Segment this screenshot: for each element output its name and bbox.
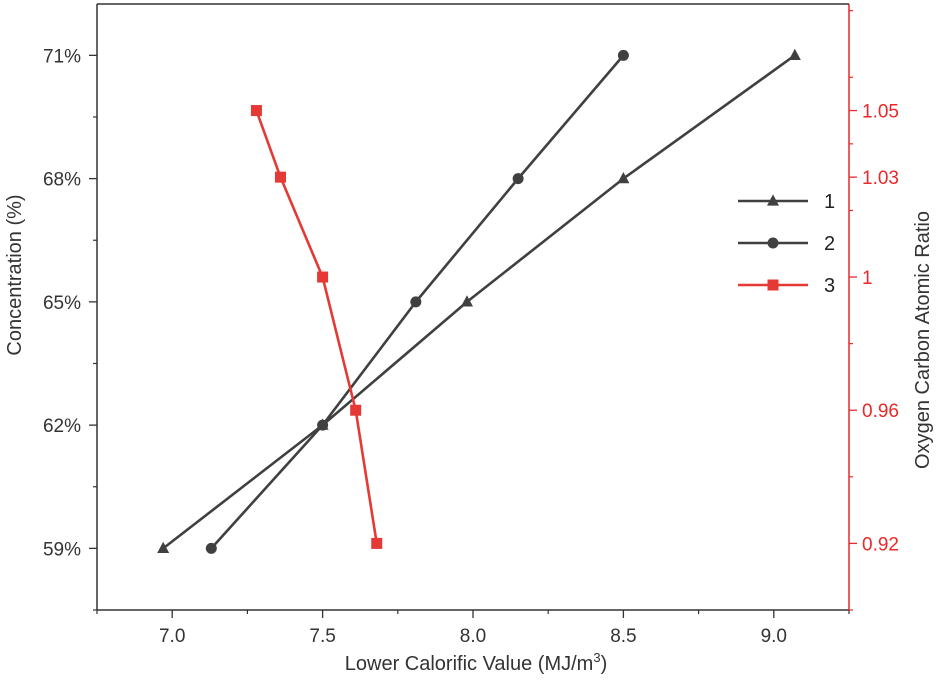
legend-label-2: 2: [824, 233, 835, 255]
series-3-point-1: [274, 171, 286, 183]
y-left-tick-label-0: 59%: [43, 539, 81, 560]
series-3-point-4: [371, 537, 383, 549]
tick-marks: [89, 54, 857, 618]
series-3-point-2: [317, 271, 329, 283]
legend-entry-2: 2: [738, 233, 835, 255]
series-1-point-3: [617, 172, 630, 184]
y-right-tick-label-0: 0.92: [862, 534, 899, 555]
series-1-point-4: [788, 48, 801, 60]
series-layer: [157, 48, 801, 554]
minor-ticks: [93, 10, 853, 614]
series-3: [250, 105, 383, 549]
x-tick-label-2: 8.0: [460, 626, 486, 647]
series-2-point-2: [410, 296, 422, 308]
legend-swatch-marker-1: [767, 194, 779, 206]
legend-entry-1: 1: [738, 191, 835, 213]
x-axis-title: Lower Calorific Value (MJ/m3): [345, 650, 608, 675]
x-tick-label-1: 7.5: [309, 626, 335, 647]
right-y-axis-title: Oxygen Carbon Atomic Ratio: [912, 211, 934, 469]
series-1: [157, 48, 801, 553]
series-1-point-0: [157, 541, 170, 553]
x-tick-label-3: 8.5: [610, 626, 636, 647]
left-y-axis-title: Concentration (%): [4, 194, 26, 355]
axes: [96, 3, 850, 611]
y-left-tick-label-1: 62%: [43, 416, 81, 437]
series-2-point-4: [617, 49, 629, 61]
y-right-tick-label-3: 1.03: [862, 168, 899, 189]
series-1-line: [162, 54, 796, 550]
legend: 1 2 3: [738, 191, 835, 297]
legend-label-1: 1: [824, 191, 835, 213]
series-2-point-0: [205, 542, 217, 554]
series-3-point-3: [350, 404, 362, 416]
x-tick-label-0: 7.0: [159, 626, 185, 647]
series-1-point-2: [460, 295, 473, 307]
x-axis-title-superscript: 3: [593, 650, 600, 665]
legend-entry-3: 3: [738, 275, 835, 297]
y-left-tick-label-2: 65%: [43, 293, 81, 314]
x-axis-title-main: Lower Calorific Value (MJ/m: [345, 653, 594, 675]
y-left-tick-label-3: 68%: [43, 170, 81, 191]
series-2-point-1: [317, 419, 329, 431]
x-tick-label-4: 9.0: [761, 626, 787, 647]
series-3-point-0: [250, 105, 262, 117]
y-right-tick-label-1: 0.96: [862, 401, 899, 422]
y-left-tick-label-4: 71%: [43, 46, 81, 67]
series-2-point-3: [512, 173, 524, 185]
legend-swatch-marker-3: [767, 279, 779, 291]
series-2: [205, 49, 629, 554]
tick-labels: 7.0 7.5 8.0 8.5 9.059%62%65%68%71%0.920.9611…: [43, 46, 899, 647]
y-right-tick-label-4: 1.05: [862, 102, 899, 123]
x-axis-title-end: ): [601, 653, 608, 675]
y-right-tick-label-2: 1: [862, 268, 873, 289]
legend-label-3: 3: [824, 275, 835, 297]
legend-swatch-marker-2: [767, 237, 779, 249]
